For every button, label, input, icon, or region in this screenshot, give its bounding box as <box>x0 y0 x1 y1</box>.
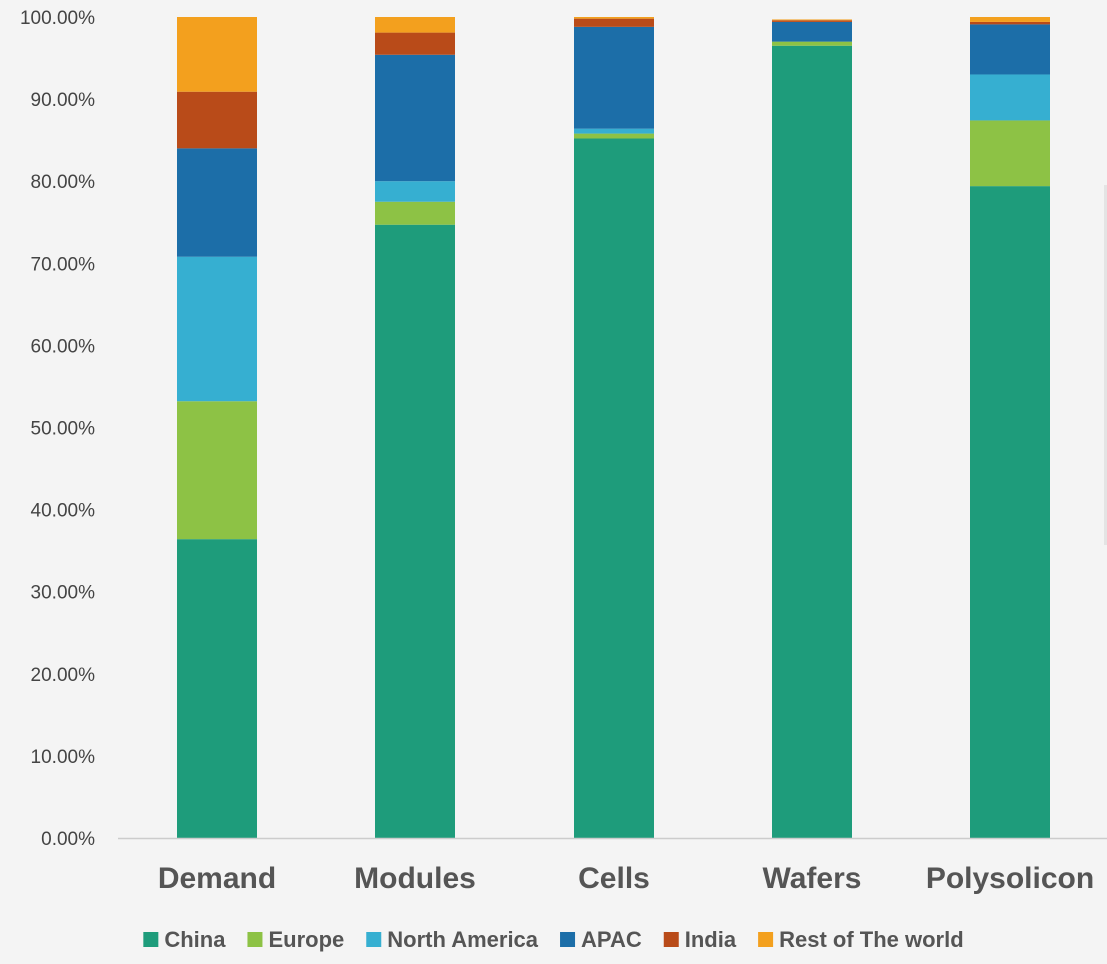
legend-item: China <box>143 927 226 952</box>
legend-label: Rest of The world <box>779 927 964 952</box>
legend-label: China <box>164 927 226 952</box>
y-tick-label: 40.00% <box>31 501 96 522</box>
y-tick-label: 20.00% <box>31 665 96 686</box>
bar-segment-india <box>574 18 654 27</box>
y-tick-label: 60.00% <box>31 336 96 357</box>
bar-stack-cells <box>574 17 654 838</box>
legend-item: North America <box>366 927 539 952</box>
bar-segment-europe <box>970 120 1050 187</box>
x-tick-label: Wafers <box>763 862 862 895</box>
bar-segment-china <box>574 138 654 838</box>
legend: China Europe North America APAC India Rest of… <box>143 927 964 952</box>
x-tick-label: Cells <box>578 862 650 895</box>
bar-segment-china <box>177 539 257 838</box>
legend-swatch <box>247 932 263 947</box>
y-tick-label: 50.00% <box>31 419 96 440</box>
x-tick-label: Polysolicon <box>926 862 1094 895</box>
x-axis: Demand Modules Cells Wafers Polysolicon <box>158 862 1094 895</box>
bar-segment-rest-of-the-world <box>970 17 1050 22</box>
y-tick-label: 70.00% <box>31 254 96 275</box>
y-tick-label: 90.00% <box>31 90 96 111</box>
bar-segment-north-america <box>574 128 654 134</box>
bar-segment-rest-of-the-world <box>177 17 257 92</box>
y-axis: 0.00% 10.00% 20.00% 30.00% 40.00% 50.00% 60.00… <box>20 8 95 850</box>
bar-segment-europe <box>375 201 455 225</box>
bar-segment-north-america <box>177 256 257 402</box>
bar-stack-wafers <box>772 19 852 839</box>
legend-item: Europe <box>247 927 344 952</box>
bar-stack-modules <box>375 17 455 838</box>
x-tick-label: Modules <box>354 862 476 895</box>
bar-segment-india <box>772 20 852 22</box>
legend-label: North America <box>387 927 539 952</box>
y-tick-label: 30.00% <box>31 583 96 604</box>
bar-segment-north-america <box>970 74 1050 121</box>
y-tick-label: 10.00% <box>31 747 96 768</box>
legend-swatch <box>758 932 774 947</box>
bar-segment-india <box>375 32 455 55</box>
bar-stack-demand <box>177 17 257 838</box>
bar-segment-rest-of-the-world <box>772 19 852 21</box>
bar-stack-polysolicon <box>970 17 1050 839</box>
bar-segment-apac <box>574 26 654 129</box>
x-tick-label: Demand <box>158 862 276 895</box>
bar-segment-europe <box>177 401 257 540</box>
bar-segment-china <box>970 186 1050 839</box>
y-tick-label: 100.00% <box>20 8 95 29</box>
legend-label: Europe <box>268 927 344 952</box>
legend-label: India <box>685 927 737 952</box>
bar-segment-north-america <box>375 181 455 202</box>
legend-swatch <box>366 932 382 947</box>
legend-swatch <box>143 932 159 947</box>
legend-label: APAC <box>581 927 642 952</box>
legend-swatch <box>663 932 679 947</box>
bar-segment-china <box>772 45 852 839</box>
legend-item: APAC <box>560 927 642 952</box>
bar-segment-apac <box>772 21 852 42</box>
bar-segment-apac <box>375 54 455 182</box>
bar-segment-apac <box>177 148 257 257</box>
bar-segment-rest-of-the-world <box>574 17 654 19</box>
y-tick-label: 0.00% <box>41 829 95 850</box>
y-tick-label: 80.00% <box>31 172 96 193</box>
partial-panel-edge <box>1104 185 1107 545</box>
legend-item: Rest of The world <box>758 927 964 952</box>
bar-segment-india <box>177 91 257 149</box>
bar-segment-apac <box>970 24 1050 75</box>
bar-segment-europe <box>574 133 654 139</box>
bar-segment-india <box>970 21 1050 25</box>
bar-segment-china <box>375 224 455 838</box>
legend-item: India <box>663 927 737 952</box>
bar-segment-rest-of-the-world <box>375 17 455 33</box>
bars <box>177 17 1050 839</box>
legend-swatch <box>560 932 576 947</box>
bar-segment-europe <box>772 41 852 46</box>
